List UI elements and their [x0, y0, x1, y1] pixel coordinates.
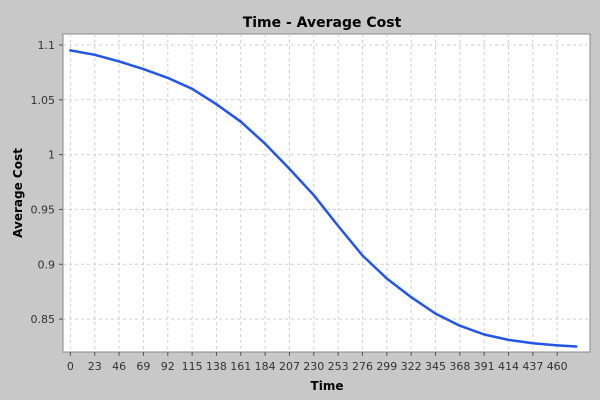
x-tick-label: 46: [112, 360, 126, 373]
x-tick-label: 23: [88, 360, 102, 373]
plot-area: [62, 33, 591, 353]
data-point: [117, 60, 121, 63]
data-point: [215, 102, 218, 106]
data-point: [190, 87, 194, 91]
data-point: [575, 345, 578, 348]
series-line: [69, 49, 578, 348]
x-tick-label: 345: [425, 360, 446, 373]
data-point: [288, 167, 291, 171]
x-tick-label: 414: [498, 360, 519, 373]
series-layer: [69, 49, 578, 348]
data-point: [312, 193, 316, 197]
data-point: [166, 76, 169, 80]
x-axis-ticks: 0 23 46 69 92 115 138 161 184 207 230 253 276 299 322 3…: [67, 352, 568, 373]
data-point: [507, 338, 510, 342]
data-point: [361, 254, 364, 257]
x-tick-label: 184: [255, 360, 276, 373]
x-tick-label: 92: [161, 360, 175, 373]
chart-title: Time - Average Cost: [243, 15, 402, 31]
data-point: [555, 344, 559, 347]
x-tick-label: 322: [401, 360, 422, 373]
data-point: [409, 295, 413, 299]
y-tick-label: 0.95: [31, 203, 56, 216]
x-tick-label: 161: [230, 360, 251, 373]
data-point: [336, 224, 340, 228]
x-tick-label: 69: [136, 360, 150, 373]
x-tick-label: 115: [182, 360, 203, 373]
x-tick-label: 299: [376, 360, 397, 373]
data-point: [531, 342, 535, 345]
data-point: [142, 67, 145, 71]
y-tick-label: 0.9: [38, 258, 56, 271]
x-tick-label: 253: [328, 360, 349, 373]
data-point: [93, 53, 96, 57]
x-axis-label: Time: [311, 379, 344, 393]
data-point: [263, 142, 267, 145]
data-point: [458, 324, 462, 327]
x-tick-label: 460: [547, 360, 568, 373]
x-tick-label: 368: [449, 360, 470, 373]
y-tick-label: 0.85: [31, 313, 56, 326]
x-tick-label: 0: [67, 360, 74, 373]
data-point: [434, 312, 437, 315]
data-point: [385, 277, 389, 280]
data-point: [482, 333, 486, 336]
x-tick-label: 138: [206, 360, 227, 373]
y-tick-label: 1.05: [31, 94, 56, 107]
x-tick-label: 276: [352, 360, 373, 373]
gridlines: [63, 34, 590, 352]
x-tick-label: 207: [279, 360, 300, 373]
data-point: [239, 120, 242, 123]
y-axis-ticks: 1.1 1.05 1 0.95 0.9 0.85: [31, 39, 63, 326]
x-tick-label: 391: [474, 360, 495, 373]
x-tick-label: 437: [522, 360, 543, 373]
y-tick-label: 1: [48, 149, 55, 162]
y-tick-label: 1.1: [38, 39, 56, 52]
x-tick-label: 230: [303, 360, 324, 373]
data-point: [69, 49, 72, 52]
y-axis-label: Average Cost: [11, 148, 25, 238]
